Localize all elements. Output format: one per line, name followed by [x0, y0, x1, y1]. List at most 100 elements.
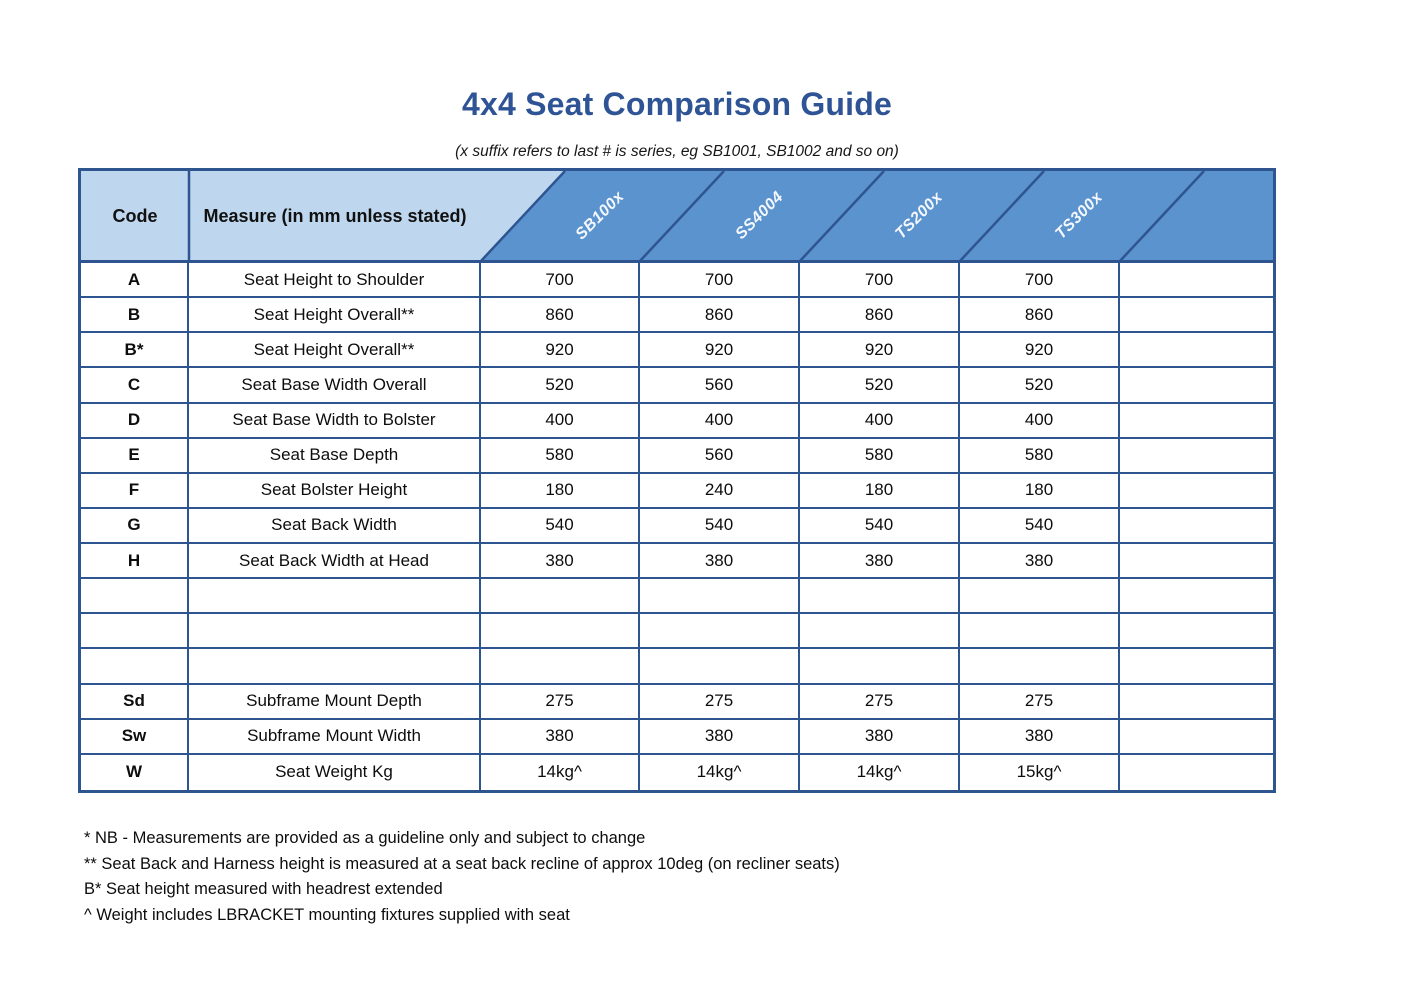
row-code-cell: [81, 614, 189, 650]
table-grid: A Seat Height to Shoulder 700 700 700 700 B Sea…: [81, 263, 1273, 790]
row-measure-cell: [189, 614, 481, 650]
row-code-cell: B*: [81, 333, 189, 369]
row-value-cell: 400: [640, 403, 800, 439]
row-value-cell: 240: [640, 473, 800, 509]
row-value-cell: 860: [800, 298, 960, 334]
row-value-cell: [800, 614, 960, 650]
row-code-cell: G: [81, 508, 189, 545]
row-value-cell: 920: [481, 333, 640, 369]
row-value-cell: 920: [800, 333, 960, 369]
row-value-cell: [1120, 544, 1273, 580]
row-code-cell: [81, 579, 189, 615]
row-value-cell: [1120, 579, 1273, 615]
row-value-cell: 380: [640, 719, 800, 755]
row-value-cell: 520: [800, 368, 960, 404]
row-value-cell: 400: [960, 403, 1120, 439]
row-measure-cell: Seat Weight Kg: [189, 754, 481, 790]
row-value-cell: 275: [800, 684, 960, 720]
row-value-cell: 920: [640, 333, 800, 369]
row-value-cell: 540: [800, 508, 960, 545]
row-value-cell: 540: [640, 508, 800, 545]
row-value-cell: 400: [800, 403, 960, 439]
row-value-cell: 180: [800, 473, 960, 509]
row-value-cell: 14kg^: [800, 754, 960, 790]
footnotes: * NB - Measurements are provided as a gu…: [84, 826, 1184, 928]
row-value-cell: 275: [481, 684, 640, 720]
page-title: 4x4 Seat Comparison Guide: [461, 86, 892, 122]
row-measure-cell: [189, 579, 481, 615]
row-value-cell: 920: [960, 333, 1120, 369]
row-value-cell: 520: [481, 368, 640, 404]
row-value-cell: [1120, 508, 1273, 545]
row-value-cell: [1120, 263, 1273, 299]
row-value-cell: [800, 649, 960, 685]
row-value-cell: 860: [640, 298, 800, 334]
row-value-cell: 700: [960, 263, 1120, 299]
footnote-recline: ** Seat Back and Harness height is measu…: [84, 854, 840, 873]
row-value-cell: 400: [481, 403, 640, 439]
row-value-cell: [1120, 333, 1273, 369]
row-measure-cell: Seat Height to Shoulder: [189, 263, 481, 299]
row-value-cell: 14kg^: [481, 754, 640, 790]
row-value-cell: 540: [960, 508, 1120, 545]
row-value-cell: 180: [481, 473, 640, 509]
row-code-cell: [81, 649, 189, 685]
row-value-cell: [800, 579, 960, 615]
row-value-cell: [481, 649, 640, 685]
header-background: [81, 171, 1273, 263]
row-code-cell: B: [81, 298, 189, 334]
row-measure-cell: Seat Base Depth: [189, 438, 481, 474]
row-value-cell: 560: [640, 368, 800, 404]
row-value-cell: [1120, 438, 1273, 474]
row-value-cell: 15kg^: [960, 754, 1120, 790]
row-measure-cell: Seat Back Width at Head: [189, 544, 481, 580]
row-value-cell: 700: [800, 263, 960, 299]
row-value-cell: [960, 579, 1120, 615]
row-code-cell: C: [81, 368, 189, 404]
row-measure-cell: Subframe Mount Depth: [189, 684, 481, 720]
row-value-cell: 560: [640, 438, 800, 474]
row-value-cell: [1120, 298, 1273, 334]
row-value-cell: 275: [640, 684, 800, 720]
row-value-cell: 700: [640, 263, 800, 299]
row-code-cell: E: [81, 438, 189, 474]
row-value-cell: [960, 649, 1120, 685]
row-measure-cell: [189, 649, 481, 685]
row-value-cell: 380: [800, 544, 960, 580]
table-header: Code Measure (in mm unless stated) SB100…: [81, 171, 1273, 263]
row-value-cell: 380: [640, 544, 800, 580]
row-measure-cell: Seat Base Width to Bolster: [189, 403, 481, 439]
row-value-cell: 540: [481, 508, 640, 545]
row-measure-cell: Seat Height Overall**: [189, 298, 481, 334]
row-measure-cell: Seat Base Width Overall: [189, 368, 481, 404]
row-measure-cell: Seat Height Overall**: [189, 333, 481, 369]
row-value-cell: 14kg^: [640, 754, 800, 790]
row-code-cell: W: [81, 754, 189, 790]
row-code-cell: Sw: [81, 719, 189, 755]
row-value-cell: [1120, 719, 1273, 755]
row-code-cell: A: [81, 263, 189, 299]
row-value-cell: [640, 649, 800, 685]
footnote-weight: ^ Weight includes LBRACKET mounting fixt…: [84, 905, 570, 924]
row-value-cell: 520: [960, 368, 1120, 404]
row-value-cell: 380: [481, 719, 640, 755]
row-value-cell: [1120, 754, 1273, 790]
row-value-cell: 580: [800, 438, 960, 474]
row-value-cell: [640, 614, 800, 650]
footnote-headrest: B* Seat height measured with headrest ex…: [84, 880, 443, 898]
row-value-cell: 860: [481, 298, 640, 334]
row-value-cell: [960, 614, 1120, 650]
row-code-cell: Sd: [81, 684, 189, 720]
row-value-cell: [1120, 368, 1273, 404]
row-code-cell: H: [81, 544, 189, 580]
row-value-cell: [640, 579, 800, 615]
row-value-cell: 275: [960, 684, 1120, 720]
row-value-cell: 580: [481, 438, 640, 474]
row-value-cell: 380: [960, 719, 1120, 755]
row-value-cell: 180: [960, 473, 1120, 509]
row-value-cell: 860: [960, 298, 1120, 334]
comparison-table: Code Measure (in mm unless stated) SB100…: [78, 168, 1276, 793]
row-code-cell: F: [81, 473, 189, 509]
row-value-cell: [1120, 684, 1273, 720]
